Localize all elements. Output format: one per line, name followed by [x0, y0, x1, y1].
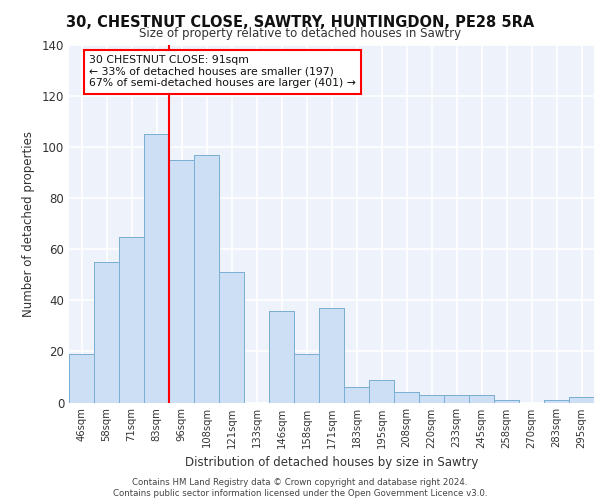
Bar [344, 387, 369, 402]
Bar [319, 308, 344, 402]
Bar [544, 400, 569, 402]
Bar [369, 380, 394, 402]
Bar [219, 272, 244, 402]
Bar [444, 395, 469, 402]
Bar [169, 160, 194, 402]
Bar [569, 398, 594, 402]
Text: Size of property relative to detached houses in Sawtry: Size of property relative to detached ho… [139, 28, 461, 40]
Text: Contains HM Land Registry data © Crown copyright and database right 2024.
Contai: Contains HM Land Registry data © Crown c… [113, 478, 487, 498]
Bar [219, 272, 244, 402]
Bar [144, 134, 169, 402]
Bar [569, 398, 594, 402]
Bar [344, 387, 369, 402]
Bar [194, 155, 219, 402]
Bar [269, 310, 294, 402]
Text: 30, CHESTNUT CLOSE, SAWTRY, HUNTINGDON, PE28 5RA: 30, CHESTNUT CLOSE, SAWTRY, HUNTINGDON, … [66, 15, 534, 30]
Bar [119, 236, 144, 402]
Bar [444, 395, 469, 402]
Bar [544, 400, 569, 402]
Bar [294, 354, 319, 403]
Bar [119, 236, 144, 402]
Bar [269, 310, 294, 402]
Bar [319, 308, 344, 402]
Bar [94, 262, 119, 402]
Bar [394, 392, 419, 402]
Bar [69, 354, 94, 403]
Bar [144, 134, 169, 402]
Bar [419, 395, 444, 402]
Bar [369, 380, 394, 402]
Y-axis label: Number of detached properties: Number of detached properties [22, 130, 35, 317]
Bar [494, 400, 519, 402]
Bar [394, 392, 419, 402]
Bar [469, 395, 494, 402]
Bar [169, 160, 194, 402]
Bar [69, 354, 94, 403]
Text: 30 CHESTNUT CLOSE: 91sqm
← 33% of detached houses are smaller (197)
67% of semi-: 30 CHESTNUT CLOSE: 91sqm ← 33% of detach… [89, 55, 356, 88]
Bar [419, 395, 444, 402]
X-axis label: Distribution of detached houses by size in Sawtry: Distribution of detached houses by size … [185, 456, 478, 469]
Bar [94, 262, 119, 402]
Bar [194, 155, 219, 402]
Bar [469, 395, 494, 402]
Bar [494, 400, 519, 402]
Bar [294, 354, 319, 403]
